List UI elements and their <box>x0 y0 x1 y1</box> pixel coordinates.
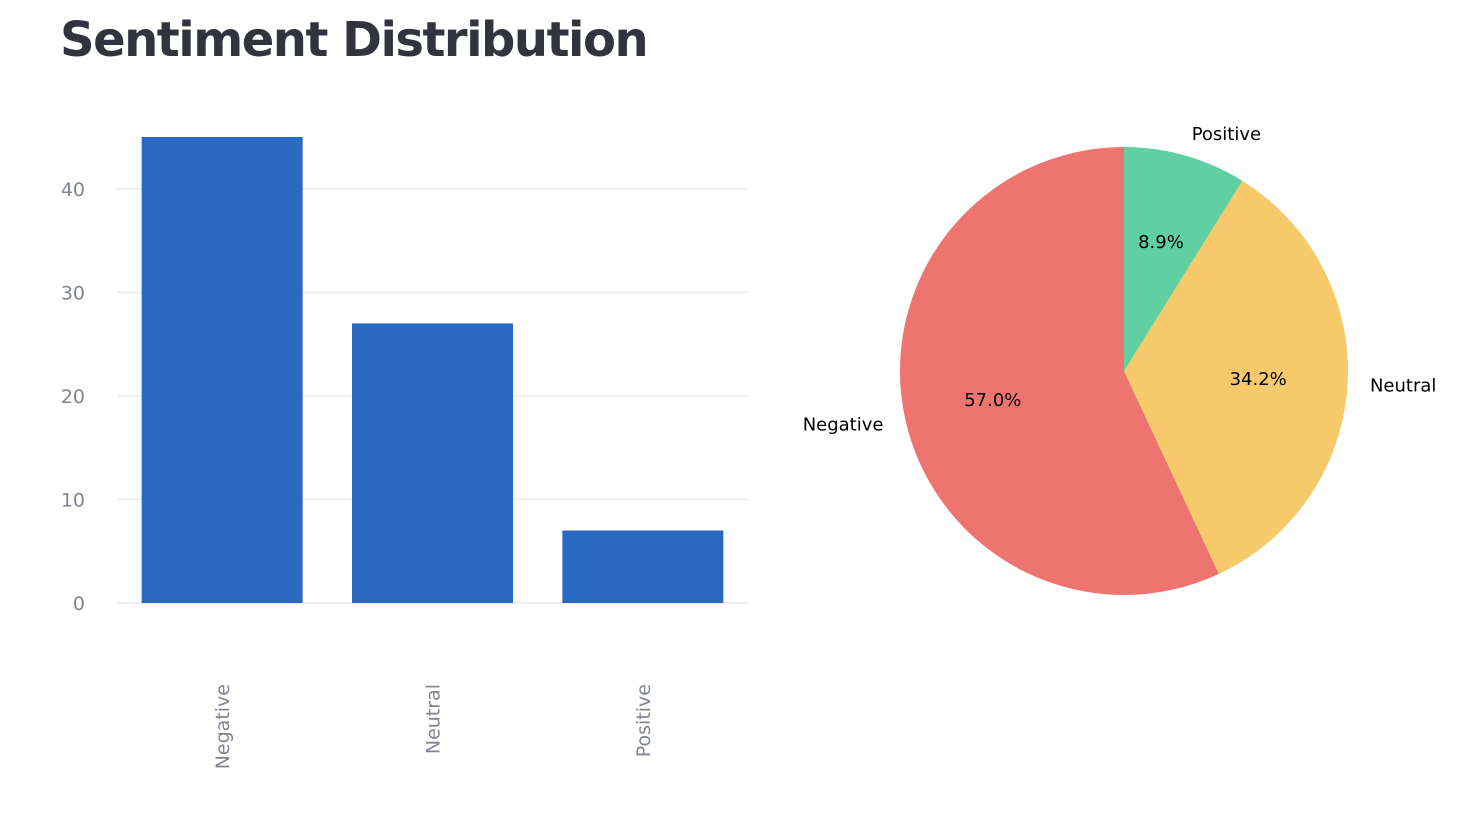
page-title: Sentiment Distribution <box>60 12 649 68</box>
x-tick-label: Negative <box>212 684 234 769</box>
x-tick-label: Positive <box>633 684 655 757</box>
pie-chart: 57.0% Negative 34.2% Neutral 8.9% Positive <box>803 124 1436 595</box>
pie-percent-label: 57.0% <box>964 390 1021 411</box>
bar-chart: 0 10 20 30 40 Negative Neutral Positive <box>61 137 748 769</box>
pie-category-label: Neutral <box>1370 376 1436 397</box>
pie-slice-positive <box>1124 147 1243 371</box>
pie-category-label: Negative <box>803 414 884 435</box>
y-tick-label: 40 <box>61 179 85 201</box>
bar-positive <box>562 530 724 603</box>
bar-neutral <box>352 323 513 603</box>
pie-category-label: Positive <box>1192 124 1261 145</box>
y-tick-label: 0 <box>73 593 85 615</box>
y-tick-label: 10 <box>61 489 85 511</box>
pie-percent-label: 34.2% <box>1230 369 1287 390</box>
pie-percent-label: 8.9% <box>1138 232 1184 253</box>
x-tick-label: Neutral <box>423 684 445 754</box>
bar-negative <box>141 137 303 603</box>
y-tick-label: 30 <box>61 282 85 304</box>
pie-slice-negative <box>900 147 1219 595</box>
y-tick-label: 20 <box>61 386 85 408</box>
pie-slice-neutral <box>1124 180 1348 574</box>
